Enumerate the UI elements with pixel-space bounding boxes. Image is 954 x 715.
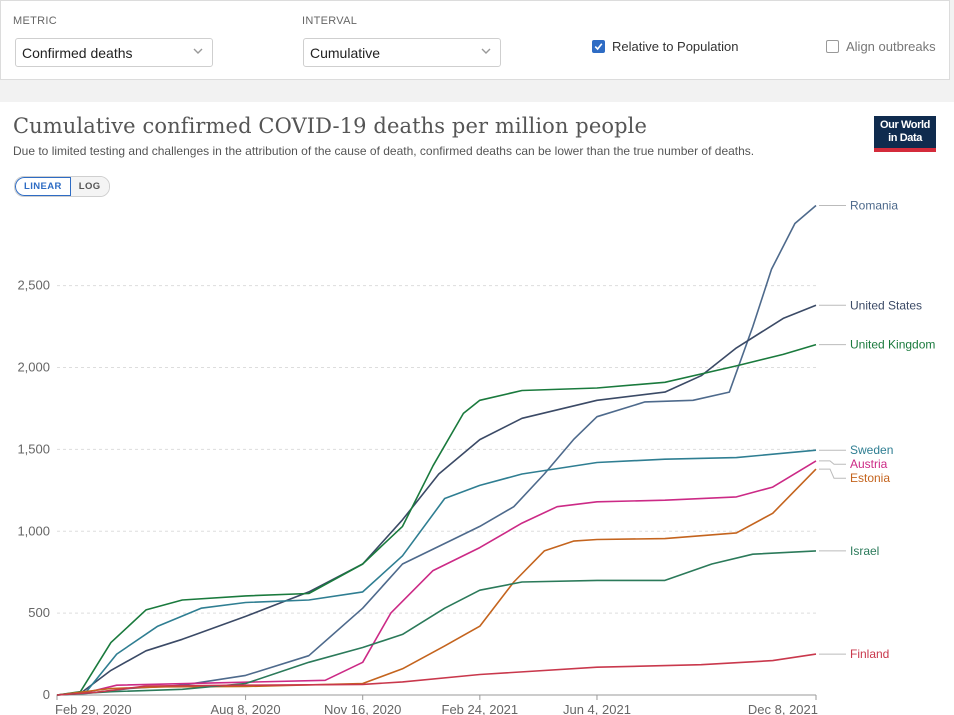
chart-panel: Cumulative confirmed COVID-19 deaths per… xyxy=(0,102,954,715)
legend-label-israel: Israel xyxy=(850,544,879,558)
chart-controls: METRIC Confirmed deaths INTERVAL Cumulat… xyxy=(0,0,950,80)
logo-line-2: in Data xyxy=(888,132,922,144)
legend-label-finland: Finland xyxy=(850,647,889,661)
x-tick-label: Dec 8, 2021 xyxy=(748,702,818,715)
x-tick-label: Jun 4, 2021 xyxy=(563,702,631,715)
series-line-austria xyxy=(56,460,817,696)
chart-subtitle: Due to limited testing and challenges in… xyxy=(13,144,755,158)
chevron-down-icon xyxy=(193,48,203,54)
relative-to-population-checkbox[interactable]: Relative to Population xyxy=(592,39,738,54)
y-tick-label: 500 xyxy=(28,605,50,620)
checkbox-checked-icon xyxy=(592,40,605,53)
chart-title: Cumulative confirmed COVID-19 deaths per… xyxy=(13,114,648,138)
x-tick-label: Feb 29, 2020 xyxy=(55,702,132,715)
checkbox-unchecked-icon xyxy=(826,40,839,53)
series-line-finland xyxy=(56,653,817,696)
y-tick-label: 0 xyxy=(43,687,50,702)
series-line-united-states xyxy=(56,304,817,696)
scale-toggle: LINEAR LOG xyxy=(14,176,110,197)
logo-line-1: Our World xyxy=(880,119,930,131)
legend-label-united-kingdom: United Kingdom xyxy=(850,338,935,352)
interval-select-value: Cumulative xyxy=(310,45,381,61)
legend-label-romania: Romania xyxy=(850,198,898,212)
series-line-romania xyxy=(56,204,817,696)
interval-label: INTERVAL xyxy=(302,15,358,27)
align-outbreaks-label: Align outbreaks xyxy=(846,39,936,54)
y-tick-label: 2,000 xyxy=(17,360,50,375)
metric-label: METRIC xyxy=(13,15,57,27)
legend-label-estonia: Estonia xyxy=(850,471,890,485)
legend-label-united-states: United States xyxy=(850,298,922,312)
legend-label-austria: Austria xyxy=(850,457,888,471)
metric-select-value: Confirmed deaths xyxy=(22,45,133,61)
legend-connector xyxy=(819,460,846,465)
series-line-israel xyxy=(56,550,817,696)
series-line-estonia xyxy=(56,468,817,696)
x-tick-label: Aug 8, 2020 xyxy=(211,702,281,715)
legend-connector xyxy=(819,468,846,479)
legend-label-sweden: Sweden xyxy=(850,443,893,457)
series-line-sweden xyxy=(56,449,817,696)
x-tick-label: Nov 16, 2020 xyxy=(324,702,401,715)
align-outbreaks-checkbox[interactable]: Align outbreaks xyxy=(826,39,936,54)
relative-to-population-label: Relative to Population xyxy=(612,39,739,54)
chevron-down-icon xyxy=(481,48,491,54)
series-line-united-kingdom xyxy=(56,343,817,696)
y-tick-label: 2,500 xyxy=(17,278,50,293)
y-tick-label: 1,000 xyxy=(17,523,50,538)
metric-select[interactable]: Confirmed deaths xyxy=(15,38,213,67)
interval-select[interactable]: Cumulative xyxy=(303,38,501,67)
owid-logo[interactable]: Our World in Data xyxy=(874,116,936,152)
y-tick-label: 1,500 xyxy=(17,441,50,456)
line-chart: 0 500 1,000 1,500 2,000 2,500 Feb 29, 2020 Aug … xyxy=(17,198,935,715)
linear-scale-button[interactable]: LINEAR xyxy=(15,177,71,196)
x-tick-label: Feb 24, 2021 xyxy=(442,702,519,715)
log-scale-button[interactable]: LOG xyxy=(70,177,109,196)
